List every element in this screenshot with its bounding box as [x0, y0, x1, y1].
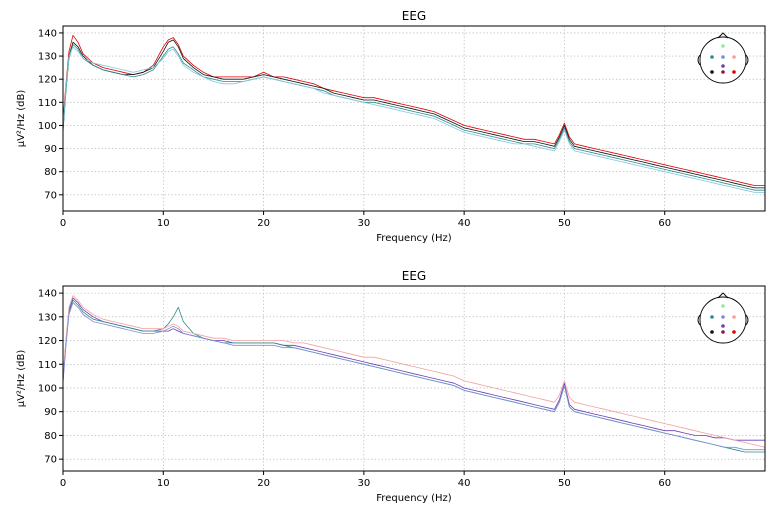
- y-tick-label: 120: [38, 336, 57, 347]
- y-tick-label: 80: [44, 167, 57, 178]
- psd-traces: [63, 34, 765, 193]
- y-tick-label: 130: [38, 312, 57, 323]
- x-tick-label: 20: [257, 218, 270, 229]
- y-tick-label: 70: [44, 455, 57, 466]
- y-axis-label: µV²/Hz (dB): [16, 90, 27, 148]
- sensor-dot: [710, 55, 714, 59]
- channel-trace-2: [63, 39, 765, 189]
- y-tick-label: 120: [38, 75, 57, 86]
- channel-trace-4: [63, 46, 765, 193]
- x-tick-label: 60: [658, 478, 671, 489]
- psd-traces: [63, 295, 765, 453]
- y-tick-label: 90: [44, 407, 57, 418]
- sensor-dot: [721, 55, 725, 59]
- y-tick-label: 110: [38, 98, 57, 109]
- sensor-dot: [721, 64, 725, 68]
- channel-trace-3: [63, 44, 765, 191]
- y-tick-label: 140: [38, 289, 57, 300]
- chart-title: EEG: [402, 9, 426, 23]
- eeg-psd-panel-2: 0 10 20 30 40 50 60 70 80 90 100 110 120 130 140 EEG Fre…: [16, 269, 766, 504]
- x-tick-label: 40: [458, 218, 471, 229]
- sensor-dot: [732, 315, 736, 319]
- sensor-dot: [710, 70, 714, 74]
- sensor-dot: [732, 55, 736, 59]
- y-tick-label: 90: [44, 144, 57, 155]
- sensor-dot: [721, 70, 725, 74]
- y-tick-label: 70: [44, 190, 57, 201]
- sensor-dot: [721, 330, 725, 334]
- sensor-head-icon: [697, 32, 749, 84]
- y-axis-label: µV²/Hz (dB): [16, 350, 27, 408]
- y-tick-label: 140: [38, 28, 57, 39]
- channel-trace-4: [63, 302, 765, 451]
- y-tick-label: 100: [38, 383, 57, 394]
- chart-title: EEG: [402, 269, 426, 283]
- x-tick-label: 0: [60, 478, 66, 489]
- y-tick-label: 130: [38, 52, 57, 63]
- sensor-dot: [732, 330, 736, 334]
- sensor-head-icon: [697, 292, 749, 344]
- channel-trace-1: [63, 297, 765, 441]
- x-axis-label: Frequency (Hz): [376, 233, 452, 244]
- x-tick-label: 60: [658, 218, 671, 229]
- x-tick-label: 30: [357, 218, 370, 229]
- y-tick-label: 100: [38, 121, 57, 132]
- y-tick-label: 80: [44, 431, 57, 442]
- sensor-dot: [721, 324, 725, 328]
- channel-trace-1: [63, 34, 765, 186]
- sensor-dot: [721, 315, 725, 319]
- x-tick-label: 20: [257, 478, 270, 489]
- x-tick-label: 10: [157, 478, 170, 489]
- axes-frame: [62, 25, 766, 212]
- sensor-dot: [721, 44, 725, 48]
- x-tick-label: 50: [558, 478, 571, 489]
- x-axis-label: Frequency (Hz): [376, 493, 452, 504]
- sensor-dot: [710, 315, 714, 319]
- sensor-dot: [721, 304, 725, 308]
- x-tick-label: 30: [357, 478, 370, 489]
- axes-frame: [62, 285, 766, 472]
- x-tick-label: 0: [60, 218, 66, 229]
- channel-trace-3: [63, 295, 765, 448]
- x-tick-label: 10: [157, 218, 170, 229]
- eeg-psd-panel-1: 0 10 20 30 40 50 60 70 80 90 100 110 120 130 140 EEG Fre…: [16, 9, 766, 244]
- x-tick-label: 50: [558, 218, 571, 229]
- sensor-dot: [710, 330, 714, 334]
- x-tick-label: 40: [458, 478, 471, 489]
- sensor-dot: [732, 70, 736, 74]
- y-tick-label: 110: [38, 360, 57, 371]
